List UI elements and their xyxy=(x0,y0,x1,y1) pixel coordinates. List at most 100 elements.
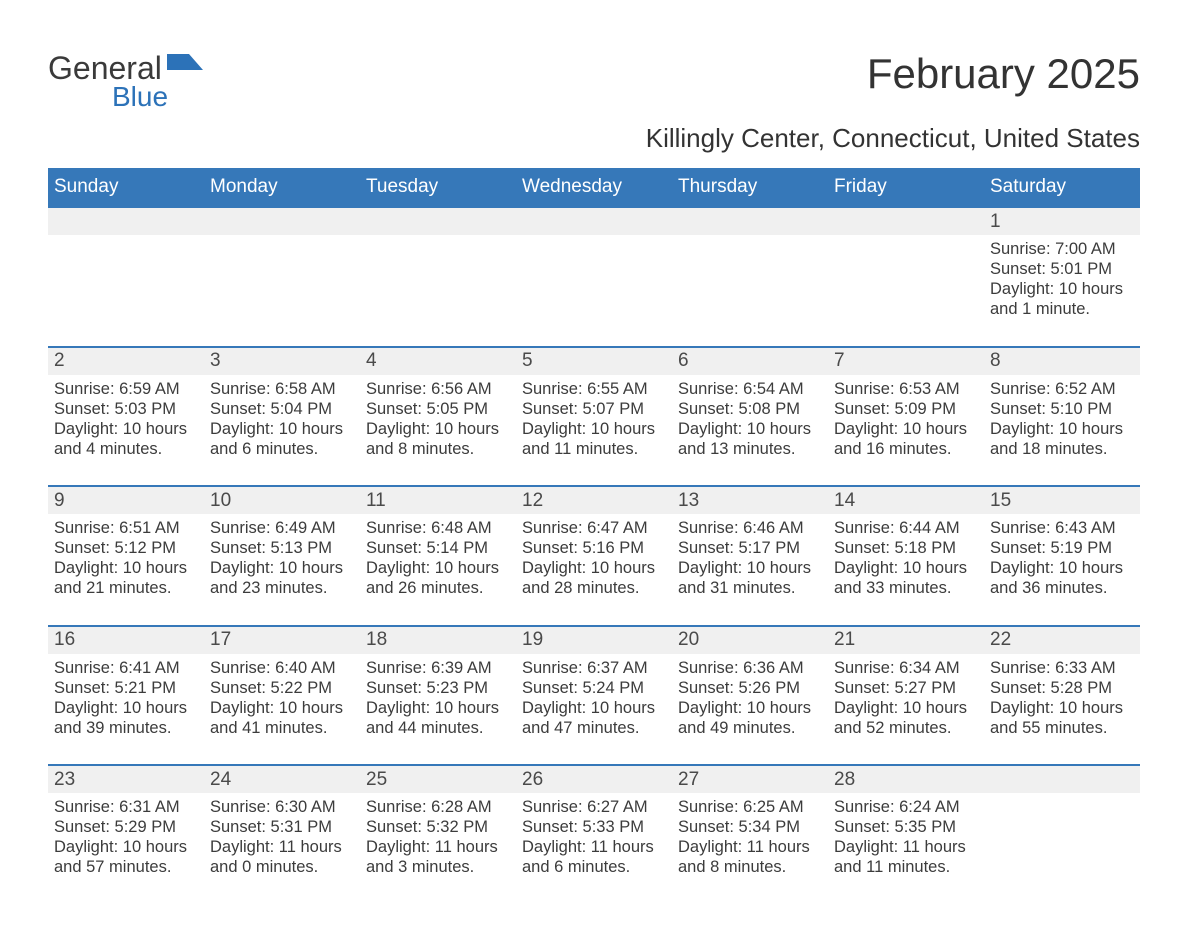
brand-word2: Blue xyxy=(112,81,267,113)
sunset-text: Sunset: 5:31 PM xyxy=(210,817,354,837)
sunrise-text: Sunrise: 6:44 AM xyxy=(834,518,978,538)
weekday-fri: Friday xyxy=(828,168,984,207)
daylight-text: Daylight: 10 hours and 1 minute. xyxy=(990,279,1134,319)
date-cell: 24 xyxy=(204,765,360,793)
date-band-row: 16171819202122 xyxy=(48,626,1140,654)
day-content-cell xyxy=(48,235,204,347)
daylight-text: Daylight: 10 hours and 16 minutes. xyxy=(834,419,978,459)
date-cell: 3 xyxy=(204,347,360,375)
daylight-text: Daylight: 10 hours and 13 minutes. xyxy=(678,419,822,459)
daylight-text: Daylight: 10 hours and 18 minutes. xyxy=(990,419,1134,459)
daylight-text: Daylight: 10 hours and 57 minutes. xyxy=(54,837,198,877)
date-cell: 1 xyxy=(984,207,1140,235)
weekday-tue: Tuesday xyxy=(360,168,516,207)
date-cell xyxy=(48,207,204,235)
sunrise-text: Sunrise: 6:30 AM xyxy=(210,797,354,817)
date-cell: 16 xyxy=(48,626,204,654)
day-content-cell: Sunrise: 6:55 AMSunset: 5:07 PMDaylight:… xyxy=(516,375,672,487)
daylight-text: Daylight: 10 hours and 4 minutes. xyxy=(54,419,198,459)
day-content-cell: Sunrise: 6:56 AMSunset: 5:05 PMDaylight:… xyxy=(360,375,516,487)
day-content-cell: Sunrise: 6:54 AMSunset: 5:08 PMDaylight:… xyxy=(672,375,828,487)
daylight-text: Daylight: 10 hours and 47 minutes. xyxy=(522,698,666,738)
daylight-text: Daylight: 10 hours and 49 minutes. xyxy=(678,698,822,738)
sunset-text: Sunset: 5:34 PM xyxy=(678,817,822,837)
date-band-row: 1 xyxy=(48,207,1140,235)
day-content-cell: Sunrise: 6:49 AMSunset: 5:13 PMDaylight:… xyxy=(204,514,360,626)
date-cell: 6 xyxy=(672,347,828,375)
sunrise-text: Sunrise: 6:58 AM xyxy=(210,379,354,399)
date-cell: 10 xyxy=(204,486,360,514)
sunset-text: Sunset: 5:19 PM xyxy=(990,538,1134,558)
weekday-sat: Saturday xyxy=(984,168,1140,207)
day-content-cell: Sunrise: 7:00 AMSunset: 5:01 PMDaylight:… xyxy=(984,235,1140,347)
sunrise-text: Sunrise: 6:27 AM xyxy=(522,797,666,817)
sunset-text: Sunset: 5:27 PM xyxy=(834,678,978,698)
date-band-row: 9101112131415 xyxy=(48,486,1140,514)
sunrise-text: Sunrise: 6:46 AM xyxy=(678,518,822,538)
day-content-cell: Sunrise: 6:33 AMSunset: 5:28 PMDaylight:… xyxy=(984,654,1140,766)
daylight-text: Daylight: 11 hours and 0 minutes. xyxy=(210,837,354,877)
date-cell xyxy=(516,207,672,235)
date-cell: 2 xyxy=(48,347,204,375)
sunset-text: Sunset: 5:22 PM xyxy=(210,678,354,698)
date-band-row: 232425262728 xyxy=(48,765,1140,793)
sunset-text: Sunset: 5:16 PM xyxy=(522,538,666,558)
sunset-text: Sunset: 5:09 PM xyxy=(834,399,978,419)
sunrise-text: Sunrise: 6:40 AM xyxy=(210,658,354,678)
day-content-cell: Sunrise: 6:52 AMSunset: 5:10 PMDaylight:… xyxy=(984,375,1140,487)
day-content-cell xyxy=(516,235,672,347)
date-cell: 20 xyxy=(672,626,828,654)
content-row: Sunrise: 6:51 AMSunset: 5:12 PMDaylight:… xyxy=(48,514,1140,626)
sunrise-text: Sunrise: 6:59 AM xyxy=(54,379,198,399)
date-cell: 8 xyxy=(984,347,1140,375)
date-cell: 14 xyxy=(828,486,984,514)
daylight-text: Daylight: 10 hours and 36 minutes. xyxy=(990,558,1134,598)
date-cell xyxy=(360,207,516,235)
sunset-text: Sunset: 5:24 PM xyxy=(522,678,666,698)
day-content-cell: Sunrise: 6:28 AMSunset: 5:32 PMDaylight:… xyxy=(360,793,516,904)
calendar-table: Sunday Monday Tuesday Wednesday Thursday… xyxy=(48,168,1140,904)
day-content-cell: Sunrise: 6:47 AMSunset: 5:16 PMDaylight:… xyxy=(516,514,672,626)
date-cell: 26 xyxy=(516,765,672,793)
day-content-cell xyxy=(360,235,516,347)
day-content-cell: Sunrise: 6:34 AMSunset: 5:27 PMDaylight:… xyxy=(828,654,984,766)
weekday-thu: Thursday xyxy=(672,168,828,207)
date-cell xyxy=(672,207,828,235)
daylight-text: Daylight: 11 hours and 6 minutes. xyxy=(522,837,666,877)
date-cell: 7 xyxy=(828,347,984,375)
day-content-cell: Sunrise: 6:58 AMSunset: 5:04 PMDaylight:… xyxy=(204,375,360,487)
weekday-sun: Sunday xyxy=(48,168,204,207)
day-content-cell: Sunrise: 6:27 AMSunset: 5:33 PMDaylight:… xyxy=(516,793,672,904)
sunset-text: Sunset: 5:07 PM xyxy=(522,399,666,419)
day-content-cell: Sunrise: 6:25 AMSunset: 5:34 PMDaylight:… xyxy=(672,793,828,904)
day-content-cell: Sunrise: 6:51 AMSunset: 5:12 PMDaylight:… xyxy=(48,514,204,626)
daylight-text: Daylight: 11 hours and 3 minutes. xyxy=(366,837,510,877)
daylight-text: Daylight: 11 hours and 11 minutes. xyxy=(834,837,978,877)
header-row: General Blue February 2025 xyxy=(48,50,1140,119)
page-title: February 2025 xyxy=(867,50,1140,98)
date-cell: 23 xyxy=(48,765,204,793)
sunrise-text: Sunrise: 6:41 AM xyxy=(54,658,198,678)
daylight-text: Daylight: 11 hours and 8 minutes. xyxy=(678,837,822,877)
sunset-text: Sunset: 5:26 PM xyxy=(678,678,822,698)
sunset-text: Sunset: 5:10 PM xyxy=(990,399,1134,419)
content-row: Sunrise: 6:59 AMSunset: 5:03 PMDaylight:… xyxy=(48,375,1140,487)
sunset-text: Sunset: 5:35 PM xyxy=(834,817,978,837)
weekday-wed: Wednesday xyxy=(516,168,672,207)
day-content-cell xyxy=(984,793,1140,904)
sunrise-text: Sunrise: 6:43 AM xyxy=(990,518,1134,538)
date-cell: 17 xyxy=(204,626,360,654)
daylight-text: Daylight: 10 hours and 23 minutes. xyxy=(210,558,354,598)
date-cell xyxy=(204,207,360,235)
sunset-text: Sunset: 5:33 PM xyxy=(522,817,666,837)
daylight-text: Daylight: 10 hours and 6 minutes. xyxy=(210,419,354,459)
date-cell: 19 xyxy=(516,626,672,654)
calendar-body: 1 Sunrise: 7:00 AMSunset: 5:01 PMDayligh… xyxy=(48,207,1140,904)
sunset-text: Sunset: 5:03 PM xyxy=(54,399,198,419)
sunset-text: Sunset: 5:17 PM xyxy=(678,538,822,558)
day-content-cell: Sunrise: 6:44 AMSunset: 5:18 PMDaylight:… xyxy=(828,514,984,626)
date-cell: 13 xyxy=(672,486,828,514)
day-content-cell: Sunrise: 6:36 AMSunset: 5:26 PMDaylight:… xyxy=(672,654,828,766)
sunrise-text: Sunrise: 6:34 AM xyxy=(834,658,978,678)
sunrise-text: Sunrise: 6:24 AM xyxy=(834,797,978,817)
